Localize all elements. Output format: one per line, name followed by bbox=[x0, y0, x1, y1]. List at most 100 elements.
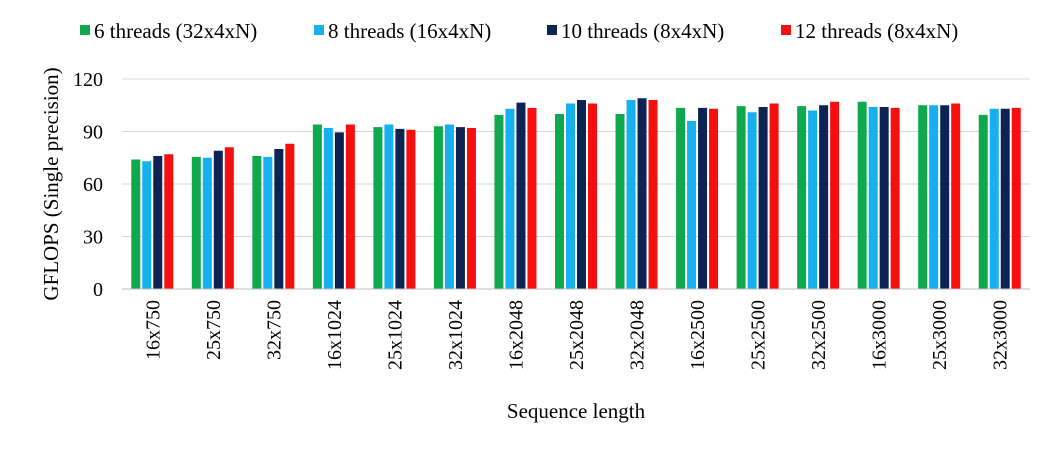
bar bbox=[345, 124, 355, 289]
x-tick-label: 32x750 bbox=[263, 300, 285, 360]
bar bbox=[615, 114, 625, 289]
bar bbox=[940, 105, 950, 289]
bar bbox=[406, 129, 416, 289]
bar bbox=[747, 112, 757, 289]
x-tick-label: 32x2500 bbox=[808, 300, 830, 370]
x-tick-label: 32x3000 bbox=[990, 300, 1012, 370]
bar bbox=[527, 107, 537, 289]
bars bbox=[131, 98, 1021, 289]
y-tick-label: 90 bbox=[83, 122, 103, 144]
bar bbox=[323, 128, 333, 289]
x-tick-label: 32x2048 bbox=[627, 300, 649, 370]
bar bbox=[516, 102, 526, 289]
bar bbox=[989, 108, 999, 289]
bar bbox=[153, 156, 163, 289]
legend-label: 8 threads (16x4xN) bbox=[328, 19, 491, 43]
bar bbox=[191, 156, 201, 289]
bar bbox=[588, 103, 597, 289]
bar bbox=[494, 114, 504, 289]
x-tick-label: 25x1024 bbox=[384, 300, 406, 370]
bar bbox=[918, 105, 928, 289]
bar bbox=[769, 103, 779, 289]
bar bbox=[698, 107, 708, 289]
bar bbox=[868, 107, 878, 289]
bar bbox=[202, 157, 212, 289]
bar bbox=[334, 132, 344, 289]
bar bbox=[857, 101, 867, 289]
legend: 6 threads (32x4xN) 8 threads (16x4xN) 10 t… bbox=[80, 19, 958, 43]
legend-item: 12 threads (8x4xN) bbox=[781, 19, 958, 43]
x-tick-label: 25x2500 bbox=[748, 300, 770, 370]
bar bbox=[433, 126, 443, 289]
bar bbox=[395, 128, 405, 289]
bar bbox=[929, 105, 939, 289]
bar bbox=[455, 127, 465, 289]
bar bbox=[637, 98, 647, 289]
legend-swatch bbox=[314, 25, 324, 35]
bar bbox=[142, 161, 152, 289]
bar bbox=[951, 103, 961, 289]
bar bbox=[373, 127, 383, 289]
bar bbox=[648, 100, 658, 289]
legend-swatch bbox=[781, 25, 791, 35]
bar bbox=[312, 124, 322, 289]
x-tick-label: 16x750 bbox=[142, 300, 164, 360]
bar bbox=[213, 150, 223, 289]
x-tick-label: 25x3000 bbox=[929, 300, 951, 370]
bar bbox=[444, 124, 454, 289]
bar bbox=[1011, 107, 1021, 289]
bar bbox=[285, 143, 295, 289]
y-tick-label: 30 bbox=[83, 227, 103, 249]
x-tick-label: 25x750 bbox=[203, 300, 225, 360]
bar bbox=[709, 108, 719, 289]
y-axis-label: GFLOPS (Single precision) bbox=[39, 67, 63, 300]
bar bbox=[808, 110, 818, 289]
legend-label: 10 threads (8x4xN) bbox=[561, 19, 724, 43]
bar bbox=[505, 108, 515, 289]
bar bbox=[466, 128, 476, 289]
legend-swatch bbox=[80, 25, 90, 35]
y-axis-ticks: 0 30 60 90 120 bbox=[73, 69, 103, 301]
legend-swatch bbox=[547, 25, 557, 35]
bar bbox=[263, 156, 273, 289]
legend-item: 6 threads (32x4xN) bbox=[80, 19, 257, 43]
y-tick-label: 60 bbox=[83, 174, 103, 196]
legend-item: 8 threads (16x4xN) bbox=[314, 19, 491, 43]
legend-label: 12 threads (8x4xN) bbox=[795, 19, 958, 43]
bar bbox=[676, 107, 686, 289]
gridlines bbox=[122, 78, 1030, 237]
bar bbox=[252, 156, 262, 289]
bar bbox=[555, 114, 564, 289]
bar bbox=[566, 103, 575, 289]
x-tick-label: 16x1024 bbox=[324, 300, 346, 370]
x-axis-label: Sequence length bbox=[507, 399, 646, 423]
x-tick-label: 32x1024 bbox=[445, 300, 467, 370]
bar bbox=[274, 149, 284, 289]
bar bbox=[736, 106, 746, 289]
bar bbox=[819, 105, 829, 289]
bar bbox=[164, 154, 174, 289]
y-tick-label: 120 bbox=[73, 69, 103, 91]
bar bbox=[797, 106, 807, 289]
bar bbox=[758, 107, 768, 289]
x-axis-ticks: 16x750 25x750 32x750 16x1024 25x1024 32x1024 1… bbox=[142, 300, 1011, 370]
legend-label: 6 threads (32x4xN) bbox=[94, 19, 257, 43]
bar bbox=[879, 107, 889, 289]
x-tick-label: 25x2048 bbox=[566, 300, 588, 370]
bar bbox=[577, 100, 586, 289]
bar bbox=[224, 147, 234, 289]
x-tick-label: 16x3000 bbox=[869, 300, 891, 370]
y-tick-label: 0 bbox=[93, 279, 103, 301]
bar bbox=[131, 159, 141, 289]
bar bbox=[830, 101, 840, 289]
bar bbox=[978, 114, 988, 289]
bar bbox=[626, 100, 636, 289]
legend-item: 10 threads (8x4xN) bbox=[547, 19, 724, 43]
x-tick-label: 16x2048 bbox=[505, 300, 527, 370]
bar bbox=[1000, 108, 1010, 289]
bar bbox=[687, 121, 697, 289]
bar bbox=[890, 107, 900, 289]
bar bbox=[384, 124, 394, 289]
x-tick-label: 16x2500 bbox=[687, 300, 709, 370]
